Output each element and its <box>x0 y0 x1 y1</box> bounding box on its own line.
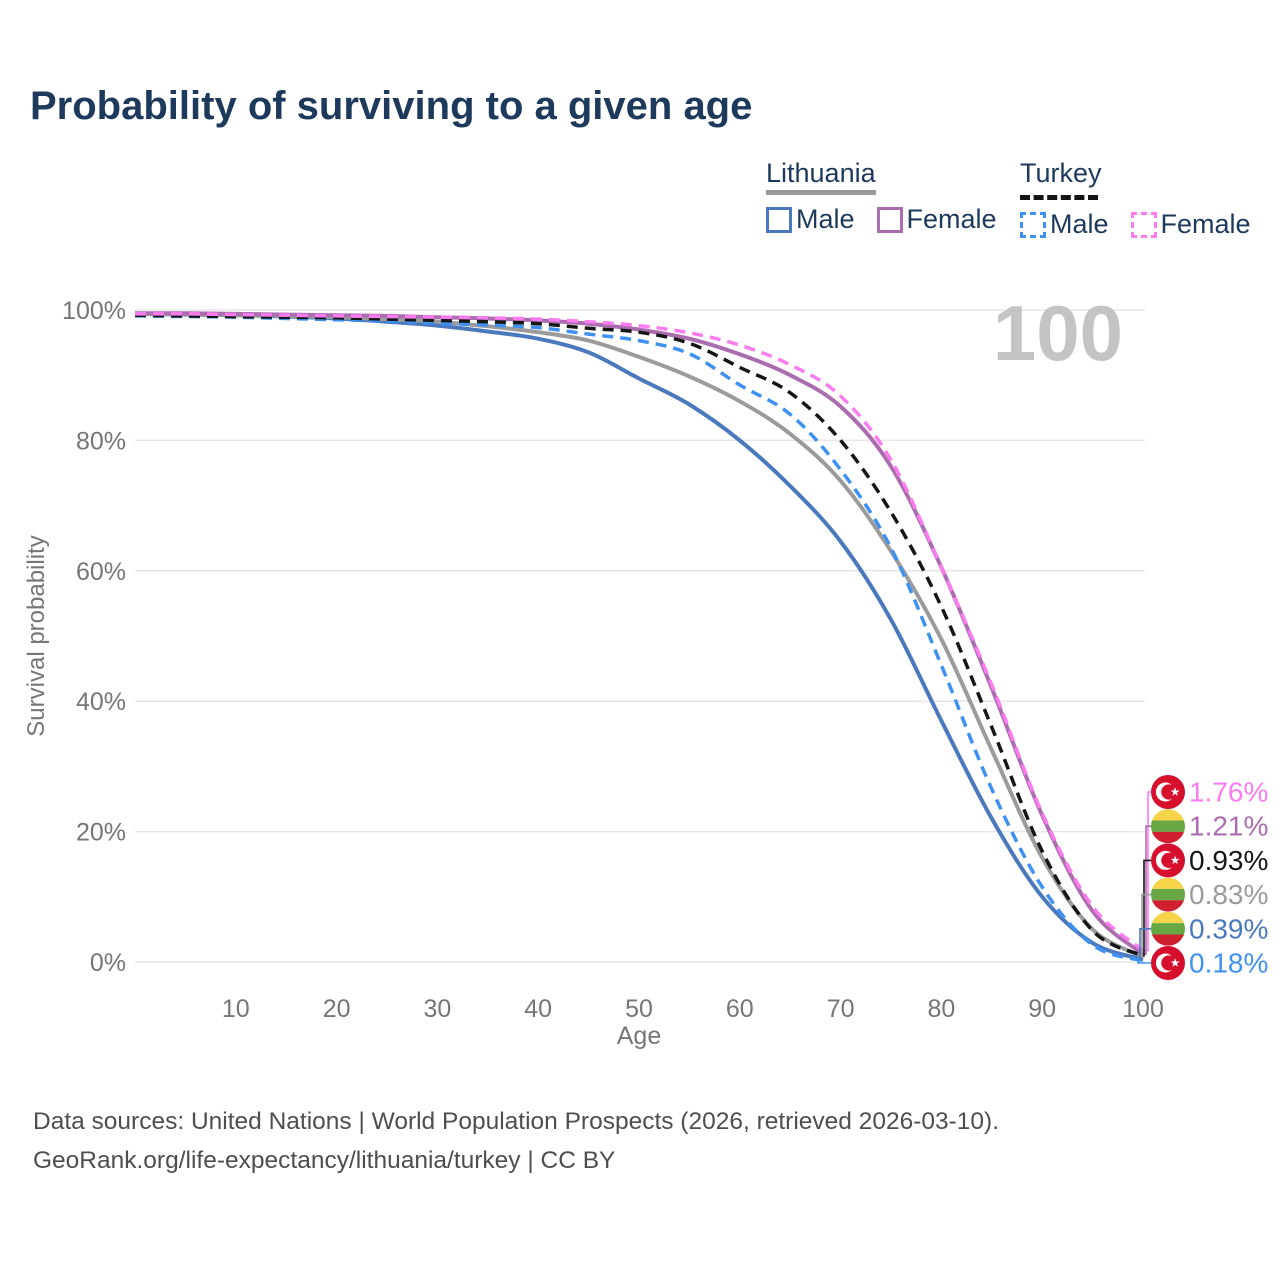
crescent-inner <box>1161 852 1177 869</box>
page-title: Probability of surviving to a given age <box>30 84 753 128</box>
crescent-inner <box>1161 955 1177 971</box>
series-line-turkey-both[interactable] <box>134 313 1144 958</box>
footer: Data sources: United Nations | World Pop… <box>33 1102 999 1180</box>
end-connector-tr_male <box>1137 960 1151 964</box>
turkey-flag-icon <box>1151 775 1185 809</box>
x-tick-label-70: 70 <box>827 995 855 1023</box>
star <box>1170 855 1180 865</box>
legend-label-lithuania-female: Female <box>906 204 997 234</box>
legend-country-lithuania[interactable]: Lithuania <box>766 158 876 188</box>
x-tick-label-20: 20 <box>323 995 351 1023</box>
x-tick-label-90: 90 <box>1028 995 1056 1023</box>
y-tick-label-100%: 100% <box>62 297 126 325</box>
end-value-label-lt_female: 1.21% <box>1189 811 1268 842</box>
series-line-lithuania-both[interactable] <box>134 311 1144 959</box>
lithuania-flag-icon <box>1151 877 1185 912</box>
stripe-yellow <box>1151 877 1185 889</box>
lithuania-stripes <box>1151 809 1185 844</box>
lithuania-flag-icon <box>1151 809 1185 844</box>
turkey-flag-icon <box>1151 843 1185 878</box>
end-value-label-lt_male: 0.39% <box>1189 913 1268 944</box>
legend-item-lithuania-male[interactable]: Male <box>766 204 855 235</box>
stripe-red <box>1151 831 1185 844</box>
x-tick-label-80: 80 <box>927 995 955 1023</box>
stripe-yellow <box>1151 809 1185 821</box>
legend-swatch-lithuania-male-icon <box>766 206 792 233</box>
legend-label-turkey-male: Male <box>1050 209 1109 239</box>
legend-swatch-turkey-female-icon <box>1130 211 1157 238</box>
legend-item-turkey-female[interactable]: Female <box>1130 209 1251 240</box>
legend-line-sample-lithuania <box>766 190 876 195</box>
legend-item-turkey-male[interactable]: Male <box>1020 209 1109 240</box>
stripe-yellow <box>1151 911 1185 924</box>
y-tick-label-40%: 40% <box>76 688 126 716</box>
star <box>1170 958 1180 967</box>
y-tick-label-60%: 60% <box>76 558 126 586</box>
series-lines <box>134 311 1145 963</box>
end-value-flags <box>1151 775 1185 980</box>
y-tick-label-0%: 0% <box>90 949 126 977</box>
end-value-label-tr_male: 0.18% <box>1189 948 1268 979</box>
stripe-green <box>1151 888 1185 901</box>
lithuania-stripes <box>1151 911 1185 946</box>
x-tick-label-40: 40 <box>524 995 552 1023</box>
lithuania-stripes <box>1151 877 1185 912</box>
x-tick-label-10: 10 <box>222 995 250 1023</box>
x-axis-tick-labels: 10 20 30 40 50 60 70 80 90 100 <box>222 995 1164 1023</box>
series-line-lithuania-male[interactable] <box>134 311 1144 962</box>
end-connector-lt_male <box>1139 928 1151 961</box>
star <box>1170 787 1180 796</box>
stripe-green <box>1151 820 1185 832</box>
y-tick-label-80%: 80% <box>76 427 126 455</box>
footer-link-line[interactable]: GeoRank.org/life-expectancy/lithuania/tu… <box>33 1147 616 1174</box>
legend-group-lithuania: Lithuania Male Female <box>766 158 1019 235</box>
y-tick-label-20%: 20% <box>76 819 126 847</box>
chart-age-watermark: 100 <box>993 289 1123 377</box>
lithuania-flag-icon <box>1151 911 1185 946</box>
series-line-lithuania-female[interactable] <box>134 311 1145 956</box>
end-connector-tr_total <box>1143 859 1151 957</box>
x-tick-label-60: 60 <box>726 995 754 1023</box>
x-tick-label-30: 30 <box>423 995 451 1023</box>
end-value-label-tr_female: 1.76% <box>1189 777 1268 808</box>
gridlines <box>135 309 1145 963</box>
end-connector-lt_total <box>1141 893 1151 958</box>
legend-country-turkey[interactable]: Turkey <box>1020 158 1102 188</box>
legend: Lithuania Male Female Turkey Male Female <box>0 158 1280 248</box>
end-value-labels: 1.76%1.21%0.93%0.83%0.39% 0.18% <box>1189 777 1268 979</box>
end-value-label-lt_total: 0.83% <box>1189 879 1268 910</box>
legend-group-turkey: Turkey Male Female <box>1020 158 1273 240</box>
stripe-red <box>1151 934 1185 946</box>
series-line-turkey-female[interactable] <box>134 312 1145 952</box>
turkey-flag-icon <box>1151 946 1185 980</box>
legend-swatch-lithuania-female-icon <box>876 206 903 233</box>
stripe-green <box>1151 923 1185 935</box>
series-line-turkey-male[interactable] <box>134 314 1144 963</box>
legend-swatch-turkey-male-icon <box>1020 211 1046 238</box>
end-value-label-tr_total: 0.93% <box>1189 845 1268 876</box>
legend-label-lithuania-male: Male <box>796 204 855 234</box>
stripe-red <box>1151 900 1185 912</box>
footer-sources-line: Data sources: United Nations | World Pop… <box>33 1108 1000 1135</box>
legend-line-sample-turkey <box>1020 190 1098 200</box>
x-axis-title: Age <box>617 1022 661 1050</box>
crescent-inner <box>1161 784 1177 800</box>
x-tick-label-100: 100 <box>1122 995 1164 1023</box>
x-tick-label-50: 50 <box>625 995 653 1023</box>
y-axis-title: Survival probability <box>23 535 50 736</box>
legend-item-lithuania-female[interactable]: Female <box>876 204 997 235</box>
end-value-connectors <box>1137 791 1151 964</box>
legend-label-turkey-female: Female <box>1160 209 1251 239</box>
y-axis-tick-labels: 0% 20% 40% 60% 80% 100% <box>62 297 126 977</box>
